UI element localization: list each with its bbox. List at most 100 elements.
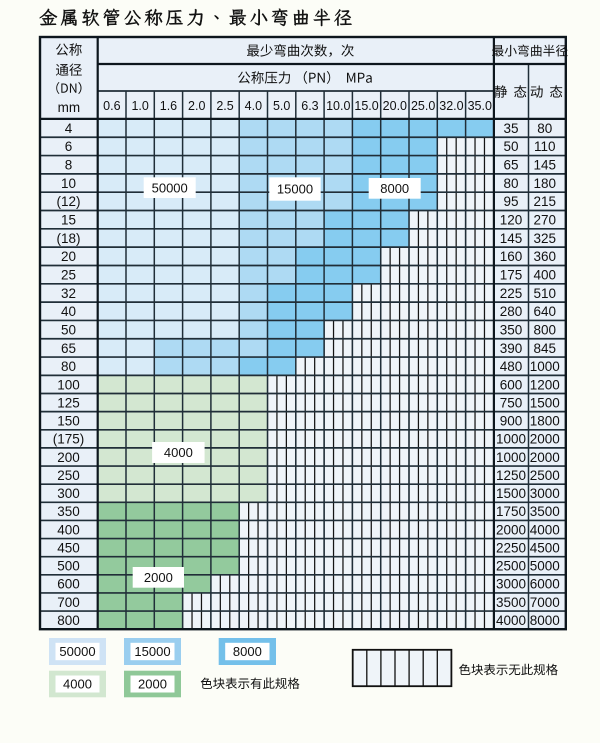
svg-text:4.0: 4.0 [245,99,262,113]
svg-text:4000: 4000 [164,445,193,460]
svg-text:400: 400 [57,522,80,537]
svg-text:8000: 8000 [380,181,409,196]
svg-text:225: 225 [500,286,523,301]
svg-text:200: 200 [57,450,80,465]
svg-text:50000: 50000 [59,644,95,659]
svg-text:1500: 1500 [530,395,560,410]
svg-text:2000: 2000 [144,570,173,585]
svg-text:35.0: 35.0 [468,99,492,113]
svg-text:2500: 2500 [530,468,560,483]
svg-text:845: 845 [534,341,557,356]
svg-text:360: 360 [534,249,557,264]
svg-text:2000: 2000 [496,522,526,537]
svg-text:20.0: 20.0 [383,99,407,113]
svg-text:3000: 3000 [530,486,560,501]
svg-text:15000: 15000 [277,182,313,197]
svg-text:1200: 1200 [530,377,560,392]
svg-text:6000: 6000 [530,577,560,592]
svg-text:600: 600 [57,577,80,592]
svg-text:2.5: 2.5 [216,99,233,113]
svg-text:1000: 1000 [530,359,560,374]
svg-text:325: 325 [534,231,557,246]
svg-text:1000: 1000 [496,450,526,465]
svg-text:500: 500 [57,559,80,574]
svg-text:7000: 7000 [530,595,560,610]
svg-text:65: 65 [61,341,76,356]
svg-text:2250: 2250 [496,540,526,555]
svg-text:6.3: 6.3 [301,99,318,113]
svg-text:1750: 1750 [496,504,526,519]
svg-text:4: 4 [65,121,73,136]
svg-text:(12): (12) [56,194,80,209]
svg-text:145: 145 [534,158,557,173]
svg-text:40: 40 [61,304,76,319]
svg-text:80: 80 [537,121,552,136]
svg-text:180: 180 [534,176,557,191]
svg-text:0.6: 0.6 [103,99,120,113]
svg-text:510: 510 [534,286,557,301]
svg-text:mm: mm [58,100,81,115]
svg-text:400: 400 [534,267,557,282]
svg-text:65: 65 [503,158,518,173]
svg-text:20: 20 [61,249,76,264]
svg-text:4500: 4500 [530,540,560,555]
svg-text:390: 390 [500,341,523,356]
svg-text:(175): (175) [53,432,85,447]
svg-text:10: 10 [61,176,76,191]
svg-text:5.0: 5.0 [273,99,290,113]
svg-text:32.0: 32.0 [439,99,463,113]
svg-text:50: 50 [61,322,76,337]
svg-text:100: 100 [57,377,80,392]
svg-text:4000: 4000 [63,677,92,692]
svg-text:32: 32 [61,286,76,301]
svg-text:280: 280 [500,304,523,319]
svg-text:450: 450 [57,540,80,555]
svg-text:1250: 1250 [496,468,526,483]
svg-text:350: 350 [500,322,523,337]
svg-text:1000: 1000 [496,432,526,447]
svg-text:480: 480 [500,359,523,374]
svg-text:110: 110 [534,139,556,154]
svg-text:125: 125 [57,395,80,410]
svg-text:2000: 2000 [530,450,560,465]
svg-text:6: 6 [65,139,73,154]
svg-text:145: 145 [500,231,523,246]
svg-text:10.0: 10.0 [326,99,350,113]
svg-text:15000: 15000 [134,644,170,659]
svg-text:1500: 1500 [496,486,526,501]
svg-text:8000: 8000 [233,644,262,659]
svg-text:1.6: 1.6 [160,99,177,113]
svg-text:2000: 2000 [530,432,560,447]
svg-text:50: 50 [503,139,518,154]
svg-text:300: 300 [57,486,80,501]
svg-text:15.0: 15.0 [354,99,378,113]
svg-text:150: 150 [57,414,80,429]
svg-text:(18): (18) [56,231,80,246]
svg-text:3500: 3500 [530,504,560,519]
svg-text:250: 250 [57,468,80,483]
svg-text:5000: 5000 [530,559,560,574]
svg-text:4000: 4000 [496,613,526,628]
svg-text:4000: 4000 [530,522,560,537]
svg-text:25.0: 25.0 [411,99,435,113]
svg-text:800: 800 [57,613,80,628]
svg-text:160: 160 [500,249,523,264]
svg-text:900: 900 [500,414,523,429]
svg-text:215: 215 [534,194,557,209]
svg-text:3000: 3000 [496,577,526,592]
svg-text:700: 700 [57,595,80,610]
svg-text:8000: 8000 [530,613,560,628]
svg-text:1800: 1800 [530,414,560,429]
svg-text:800: 800 [534,322,557,337]
svg-text:8: 8 [65,158,73,173]
svg-text:80: 80 [61,359,76,374]
svg-text:50000: 50000 [152,180,188,195]
svg-text:270: 270 [534,213,557,228]
svg-text:600: 600 [500,377,523,392]
svg-text:175: 175 [500,267,523,282]
svg-text:120: 120 [500,213,523,228]
svg-text:15: 15 [61,213,76,228]
svg-text:2500: 2500 [496,559,526,574]
svg-text:80: 80 [503,176,518,191]
svg-text:350: 350 [57,504,80,519]
